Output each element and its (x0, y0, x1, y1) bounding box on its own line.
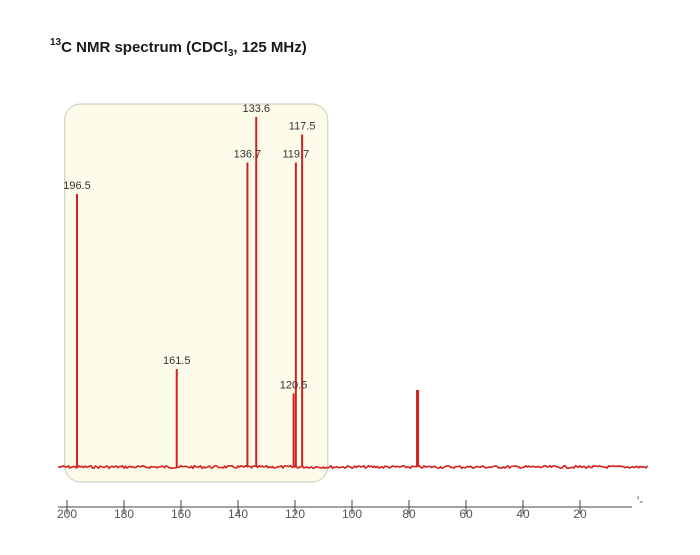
axis-end-mark: '- (637, 494, 643, 508)
title-subscript: 3 (227, 48, 234, 59)
peak-label: 119.7 (282, 149, 309, 161)
x-tick-label: 120 (285, 507, 305, 521)
peak-label: 161.5 (163, 355, 191, 367)
x-tick-label: 40 (516, 507, 530, 521)
peak-labels-layer: 196.5 161.5 136.7 133.6 120.5 119.7 117.5 (63, 103, 315, 392)
peak-label: 120.5 (280, 380, 308, 392)
x-tick-label: 160 (171, 507, 191, 521)
spectrum-baseline (57, 464, 649, 470)
highlight-region (64, 103, 329, 483)
peak-label: 117.5 (289, 121, 316, 133)
x-tick-label: 200 (57, 507, 77, 521)
title-suffix: , 125 MHz) (233, 39, 307, 56)
x-tick-label: 140 (228, 507, 248, 521)
peaks-layer (75, 117, 420, 467)
peak-label: 136.7 (234, 149, 262, 161)
x-tick-label: 20 (573, 507, 587, 521)
title-mass-number: 13 (50, 37, 62, 48)
title-main: C NMR spectrum (CDCl (61, 39, 228, 56)
x-tick-label: 180 (114, 507, 134, 521)
peak-label: 133.6 (242, 103, 270, 115)
x-axis-ticks: 200 180 160 140 120 100 80 60 40 20 (57, 500, 587, 521)
x-tick-label: 60 (459, 507, 473, 521)
x-tick-label: 80 (402, 507, 416, 521)
chart-title: 13C NMR spectrum (CDCl3, 125 MHz) (50, 37, 307, 59)
peak-label: 196.5 (63, 180, 91, 192)
x-tick-label: 100 (342, 507, 362, 521)
